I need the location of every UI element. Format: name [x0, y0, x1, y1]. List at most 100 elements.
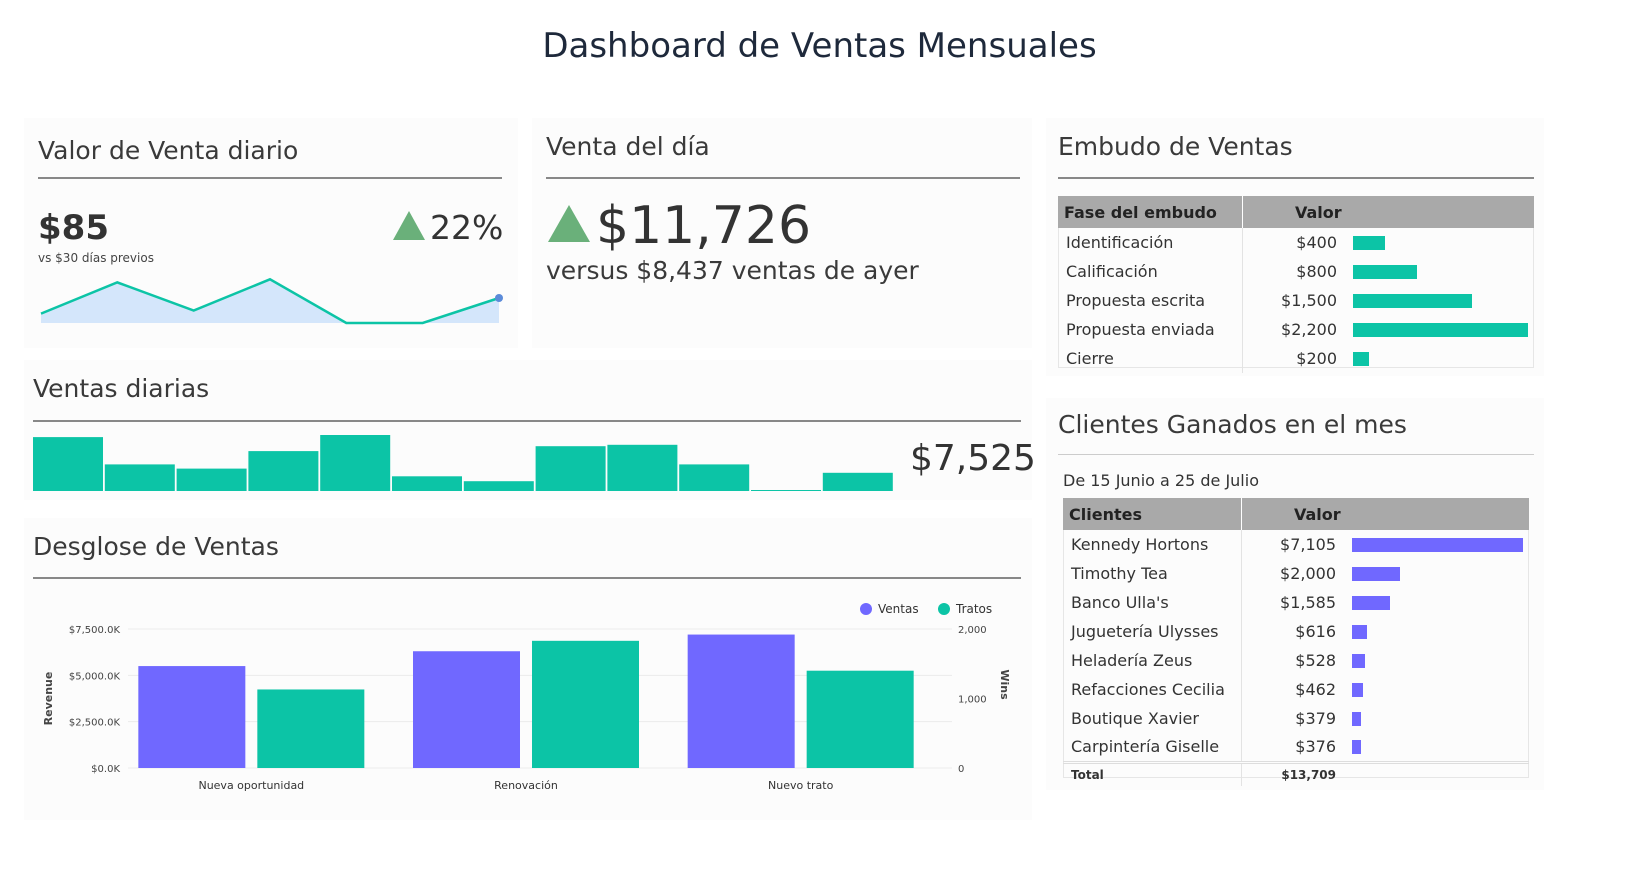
clientes-rows: Kennedy Hortons $7,105 Timothy Tea $2,000 Ba…	[1063, 530, 1529, 786]
table-row: Boutique Xavier $379	[1063, 704, 1529, 733]
row-value-cell: $528	[1242, 646, 1530, 675]
legend-label[interactable]: Tratos	[955, 602, 992, 616]
row-value: $462	[1295, 680, 1336, 699]
row-label: Refacciones Cecilia	[1063, 675, 1242, 704]
row-value-bar	[1352, 537, 1523, 552]
row-value-bar	[1352, 682, 1364, 697]
table-row: Propuesta escrita $1,500	[1058, 286, 1534, 315]
row-value: $2,200	[1281, 320, 1337, 339]
sparkline-last-point	[495, 294, 503, 302]
legend-label[interactable]: Ventas	[878, 602, 919, 616]
clientes-header-cliente: Clientes	[1063, 498, 1242, 530]
tratos-bar	[806, 670, 914, 768]
row-value-bar	[1353, 264, 1417, 279]
row-value-cell: $462	[1242, 675, 1530, 704]
valor-venta-panel: Valor de Venta diario $85 vs $30 días pr…	[24, 118, 518, 348]
row-value-bar	[1353, 351, 1369, 366]
valor-venta-title: Valor de Venta diario	[38, 136, 299, 165]
table-row: Juguetería Ulysses $616	[1063, 617, 1529, 646]
tratos-bar	[257, 689, 365, 768]
ventas-diarias-title: Ventas diarias	[33, 374, 210, 403]
embudo-header-valor: Valor	[1242, 196, 1534, 228]
y2-tick-label: 0	[958, 764, 964, 775]
valor-venta-value: $85	[38, 208, 109, 248]
x-tick-label: Renovación	[494, 779, 558, 792]
row-label: Calificación	[1058, 257, 1243, 286]
row-value-cell: $616	[1242, 617, 1530, 646]
y-tick-label: $2,500.0K	[69, 718, 121, 729]
legend-marker	[860, 603, 872, 615]
table-row: Carpintería Giselle $376	[1063, 733, 1529, 762]
sparkline-area	[41, 279, 499, 323]
row-label: Propuesta enviada	[1058, 315, 1243, 344]
daily-bar	[33, 437, 103, 491]
row-value: $1,500	[1281, 291, 1337, 310]
desglose-panel: Desglose de Ventas $0.0K $2,500.0K $5,000.…	[24, 518, 1032, 820]
embudo-table: Fase del embudo Valor Identificación $400…	[1058, 196, 1534, 373]
clientes-header-valor: Valor	[1241, 498, 1529, 530]
row-value-cell: $7,105	[1242, 530, 1530, 559]
row-label: Boutique Xavier	[1063, 704, 1242, 733]
embudo-panel: Embudo de Ventas Fase del embudo Valor I…	[1046, 118, 1544, 376]
valor-venta-pct: 22%	[430, 208, 504, 247]
table-row: Cierre $200	[1058, 344, 1534, 373]
row-label: Carpintería Giselle	[1063, 733, 1242, 762]
clientes-rule	[1058, 454, 1534, 455]
daily-bar	[535, 446, 606, 491]
row-value-cell: $1,585	[1242, 588, 1530, 617]
row-label: Juguetería Ulysses	[1063, 617, 1242, 646]
valor-venta-note: vs $30 días previos	[38, 251, 154, 265]
legend-marker	[938, 603, 950, 615]
y2-tick-label: 2,000	[958, 625, 987, 636]
total-value: $13,709	[1241, 760, 1529, 786]
desglose-chart: $0.0K $2,500.0K $5,000.0K $7,500.0K 0 1,000 2,…	[42, 602, 1011, 792]
y2-tick-label: 1,000	[958, 695, 987, 706]
total-label: Total	[1063, 760, 1242, 786]
y-tick-label: $5,000.0K	[69, 671, 121, 682]
row-value-bar	[1352, 595, 1391, 610]
table-row: Banco Ulla's $1,585	[1063, 588, 1529, 617]
row-value-cell: $800	[1243, 257, 1535, 286]
table-row: Propuesta enviada $2,200	[1058, 315, 1534, 344]
venta-dia-rule	[546, 177, 1020, 179]
row-value-cell: $376	[1242, 733, 1530, 762]
row-value: $1,585	[1280, 593, 1336, 612]
embudo-header-fase: Fase del embudo	[1058, 196, 1243, 228]
embudo-title: Embudo de Ventas	[1058, 132, 1293, 161]
daily-bar	[392, 476, 462, 491]
clientes-table: Clientes Valor Kennedy Hortons $7,105 Timo…	[1063, 498, 1529, 786]
clientes-title: Clientes Ganados en el mes	[1058, 410, 1407, 439]
row-value-bar	[1352, 624, 1367, 639]
ventas-diarias-panel: Ventas diarias $7,525	[24, 360, 1036, 500]
row-value: $2,000	[1280, 564, 1336, 583]
row-value: $200	[1296, 349, 1337, 368]
y-tick-label: $7,500.0K	[69, 625, 121, 636]
ventas-diarias-total: $7,525	[910, 438, 1036, 479]
row-label: Identificación	[1058, 228, 1243, 257]
row-value-bar	[1353, 235, 1385, 250]
daily-bar	[822, 472, 893, 491]
daily-bar	[679, 464, 750, 491]
row-value-bar	[1353, 322, 1528, 337]
table-row: Identificación $400	[1058, 228, 1534, 257]
daily-bar	[176, 468, 247, 491]
row-value-cell: $200	[1243, 344, 1535, 373]
daily-bar	[751, 490, 821, 491]
valor-venta-sparkline	[40, 277, 503, 325]
row-label: Heladería Zeus	[1063, 646, 1242, 675]
table-row: Timothy Tea $2,000	[1063, 559, 1529, 588]
row-value: $379	[1295, 709, 1336, 728]
valor-venta-rule	[38, 177, 502, 179]
row-value-cell: $1,500	[1243, 286, 1535, 315]
row-value-bar	[1353, 293, 1473, 308]
daily-bar	[104, 464, 175, 491]
tratos-bar	[532, 640, 639, 768]
venta-dia-title: Venta del día	[546, 132, 710, 161]
desglose-rule	[33, 577, 1021, 579]
table-row: Calificación $800	[1058, 257, 1534, 286]
row-value: $616	[1295, 622, 1336, 641]
page-title: Dashboard de Ventas Mensuales	[542, 26, 1097, 66]
venta-dia-versus: versus $8,437 ventas de ayer	[546, 256, 919, 285]
row-value-bar	[1352, 739, 1361, 754]
y2-axis-title: Wins	[998, 669, 1011, 700]
